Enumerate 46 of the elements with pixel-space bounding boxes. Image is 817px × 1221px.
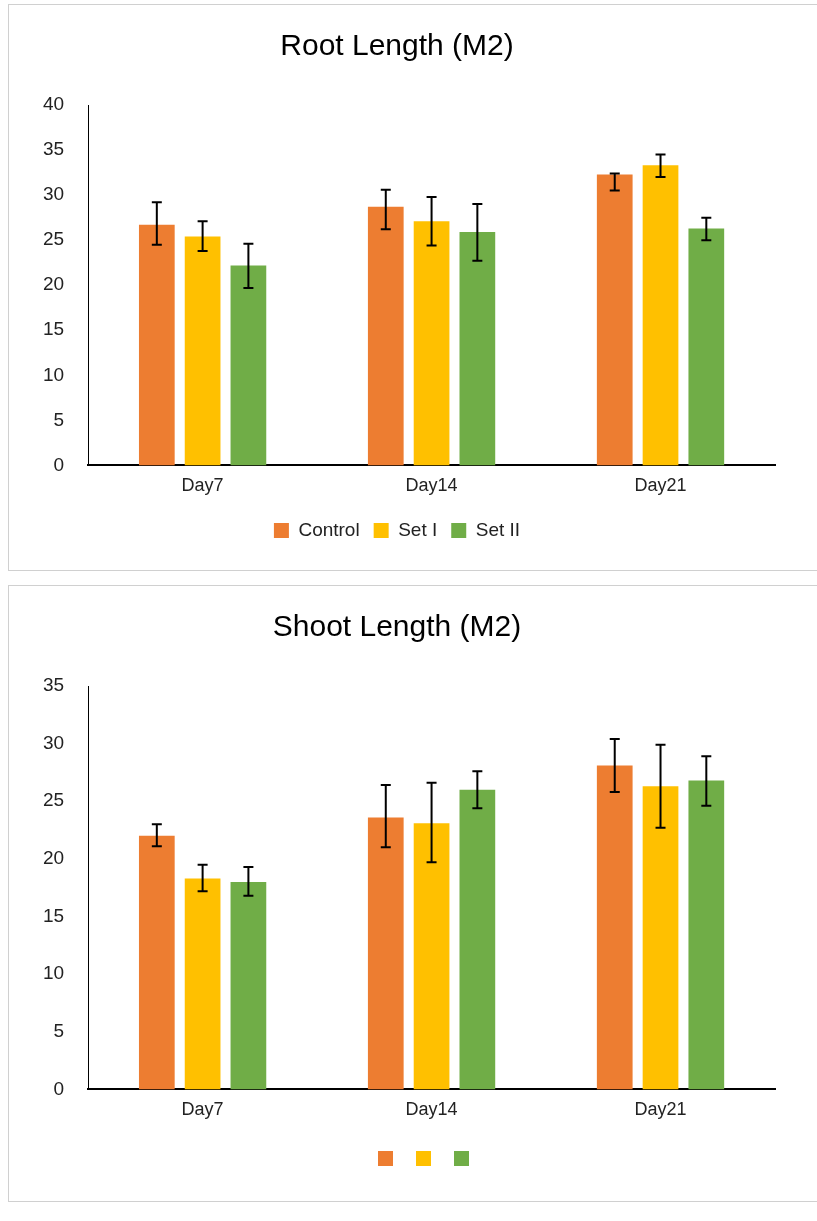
chart-title: Shoot Length (M2) (272, 609, 522, 643)
y-tick-label: 20 (42, 847, 65, 869)
bar (367, 817, 404, 1090)
bar (596, 765, 633, 1090)
bar (413, 823, 450, 1090)
legend-label: Control (298, 518, 360, 540)
y-tick-label: 25 (42, 228, 65, 250)
y-tick-label: 10 (42, 962, 65, 984)
x-tick-label: Day14 (405, 475, 458, 496)
bar (459, 789, 496, 1090)
bar (138, 835, 175, 1090)
y-tick-label: 0 (53, 453, 65, 475)
y-tick-label: 30 (42, 731, 65, 753)
y-tick-label: 30 (42, 183, 65, 205)
x-tick-label: Day14 (405, 1099, 458, 1120)
bar (184, 878, 221, 1090)
bar (688, 780, 725, 1090)
bar (138, 224, 175, 466)
y-tick-label: 40 (42, 93, 65, 115)
y-tick-label: 35 (42, 674, 65, 696)
bar (642, 165, 679, 466)
x-tick-label: Day21 (634, 1099, 687, 1120)
x-tick-label: Day7 (181, 1099, 224, 1120)
bar (184, 236, 221, 466)
chart-title: Root Length (M2) (280, 28, 514, 62)
x-tick-label: Day7 (181, 475, 224, 496)
bar (688, 228, 725, 466)
bar (459, 232, 496, 466)
y-tick-label: 10 (42, 363, 65, 385)
y-tick-label: 25 (42, 789, 65, 811)
legend-label: Set I (398, 518, 438, 540)
y-tick-label: 0 (53, 1077, 65, 1099)
y-tick-label: 20 (42, 273, 65, 295)
y-tick-label: 5 (53, 1020, 65, 1042)
x-tick-label: Day21 (634, 475, 687, 496)
y-tick-label: 5 (53, 408, 65, 430)
bar (596, 174, 633, 466)
bar (230, 881, 267, 1090)
bar (413, 221, 450, 466)
bar (642, 786, 679, 1090)
legend-label: Set II (475, 518, 521, 540)
bar (230, 265, 267, 466)
bar (367, 206, 404, 466)
y-tick-label: 15 (42, 904, 65, 926)
y-tick-label: 15 (42, 318, 65, 340)
y-tick-label: 35 (42, 138, 65, 160)
